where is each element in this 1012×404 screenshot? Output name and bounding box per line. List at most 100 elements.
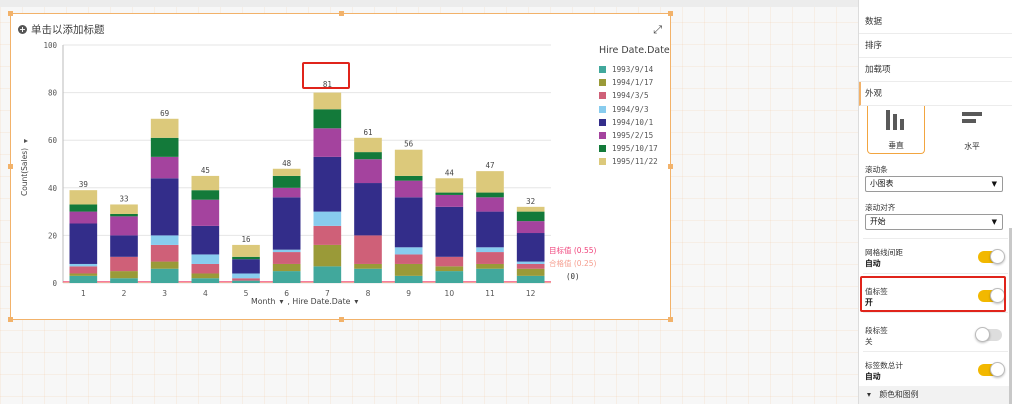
bar-segment[interactable] [354, 183, 382, 236]
bar-segment[interactable] [232, 273, 260, 279]
legend-item[interactable]: 1995/11/22 [599, 155, 671, 168]
colors-legend-section[interactable]: ▾ 颜色和图例 [859, 386, 1012, 404]
bar-segment[interactable] [394, 197, 423, 248]
resize-handle[interactable] [668, 317, 673, 322]
bar-segment[interactable] [516, 261, 545, 264]
bar-segment[interactable] [110, 213, 138, 217]
bar-segment[interactable] [516, 211, 545, 222]
bar-segment[interactable] [394, 149, 423, 176]
bar-segment[interactable] [516, 221, 545, 234]
bar-segment[interactable] [272, 197, 301, 250]
bar-segment[interactable] [394, 263, 423, 276]
bar-segment[interactable] [191, 199, 220, 226]
bar-segment[interactable] [150, 137, 179, 157]
bar-segment[interactable] [476, 171, 504, 193]
bar-segment[interactable] [69, 211, 98, 224]
bar-segment[interactable] [232, 244, 260, 257]
bar-segment[interactable] [110, 235, 138, 257]
bar-segment[interactable] [150, 156, 179, 179]
bar-segment[interactable] [110, 204, 138, 214]
scrollbar-select[interactable]: 小图表 ▼ [865, 176, 1003, 192]
bar-segment[interactable] [150, 268, 179, 283]
bar-segment[interactable] [476, 268, 504, 283]
bar-segment[interactable] [516, 263, 545, 269]
bar-segment[interactable] [516, 206, 545, 212]
resize-handle[interactable] [8, 164, 13, 169]
bar-segment[interactable] [232, 259, 260, 274]
resize-handle[interactable] [339, 317, 344, 322]
bar-segment[interactable] [272, 249, 301, 253]
bar-segment[interactable] [313, 266, 342, 283]
bar-segment[interactable] [354, 137, 382, 153]
bar-segment[interactable] [435, 178, 464, 193]
bar-segment[interactable] [516, 233, 545, 262]
bar-segment[interactable] [69, 204, 98, 212]
resize-handle[interactable] [668, 164, 673, 169]
resize-handle[interactable] [339, 11, 344, 16]
bar-segment[interactable] [232, 280, 260, 283]
bar-segment[interactable] [191, 190, 220, 200]
bar-segment[interactable] [354, 159, 382, 184]
bar-chart-object[interactable]: + 单击以添加标题 ⤢ Count(Sales) 0 20 40 60 80 100 39 1… [8, 11, 673, 322]
bar-segment[interactable] [191, 254, 220, 264]
bar-segment[interactable] [150, 235, 179, 245]
bar-segment[interactable] [476, 197, 504, 212]
segment-labels-toggle[interactable] [975, 327, 1002, 342]
bar-segment[interactable] [516, 275, 545, 283]
legend-item[interactable]: 1993/9/14 [599, 63, 671, 76]
bar-segment[interactable] [272, 263, 301, 272]
orientation-vertical-button[interactable]: 垂直 [867, 106, 925, 154]
bar-segment[interactable] [272, 187, 301, 198]
bar-segment[interactable] [435, 194, 464, 207]
bar-segment[interactable] [110, 278, 138, 283]
bar-segment[interactable] [435, 271, 464, 283]
panel-scrollbar[interactable] [1009, 228, 1012, 404]
bar-segment[interactable] [69, 275, 98, 283]
bar-segment[interactable] [476, 192, 504, 198]
bar-segment[interactable] [69, 263, 98, 267]
bar-segment[interactable] [191, 263, 220, 274]
legend-item[interactable]: 1994/10/1 [599, 116, 671, 129]
bar-segment[interactable] [69, 223, 98, 264]
bar-segment[interactable] [435, 192, 464, 195]
bar-segment[interactable] [313, 128, 342, 157]
nav-sorting[interactable]: 排序 [859, 34, 1012, 58]
bar-segment[interactable] [476, 247, 504, 253]
bar-segment[interactable] [354, 268, 382, 283]
nav-data[interactable]: 数据 [859, 10, 1012, 34]
bar-segment[interactable] [272, 252, 301, 264]
resize-handle[interactable] [8, 11, 13, 16]
gridline-spacing-toggle[interactable] [978, 249, 1005, 264]
resize-handle[interactable] [8, 317, 13, 322]
bar-segment[interactable] [272, 175, 301, 188]
bar-segment[interactable] [272, 168, 301, 176]
bar-segment[interactable] [394, 180, 423, 198]
bar-segment[interactable] [516, 268, 545, 276]
bar-segment[interactable] [394, 254, 423, 264]
bar-segment[interactable] [313, 156, 342, 212]
bar-segment[interactable] [191, 225, 220, 255]
sort-arrow-icon[interactable] [24, 139, 28, 143]
bar-segment[interactable] [313, 211, 342, 226]
legend-item[interactable]: 1994/9/3 [599, 103, 671, 116]
bar-segment[interactable] [476, 263, 504, 269]
bar-segment[interactable] [191, 273, 220, 279]
legend-item[interactable]: 1995/2/15 [599, 129, 671, 142]
scroll-align-select[interactable]: 开始 ▼ [865, 214, 1003, 230]
bar-segment[interactable] [232, 278, 260, 281]
bar-segment[interactable] [69, 266, 98, 274]
bar-segment[interactable] [313, 225, 342, 245]
legend-item[interactable]: 1994/1/17 [599, 76, 671, 89]
x-axis-title-hiredate[interactable]: , Hire Date.Date [287, 297, 351, 306]
bar-segment[interactable] [191, 175, 220, 191]
bar-segment[interactable] [435, 266, 464, 272]
legend-item[interactable]: 1994/3/5 [599, 89, 671, 102]
bar-segment[interactable] [313, 244, 342, 267]
bar-segment[interactable] [272, 271, 301, 283]
chart-title-placeholder[interactable]: + 单击以添加标题 [18, 22, 105, 37]
bar-segment[interactable] [69, 190, 98, 205]
bar-segment[interactable] [394, 175, 423, 181]
bar-segment[interactable] [313, 109, 342, 129]
bar-segment[interactable] [476, 252, 504, 264]
bar-segment[interactable] [110, 256, 138, 272]
